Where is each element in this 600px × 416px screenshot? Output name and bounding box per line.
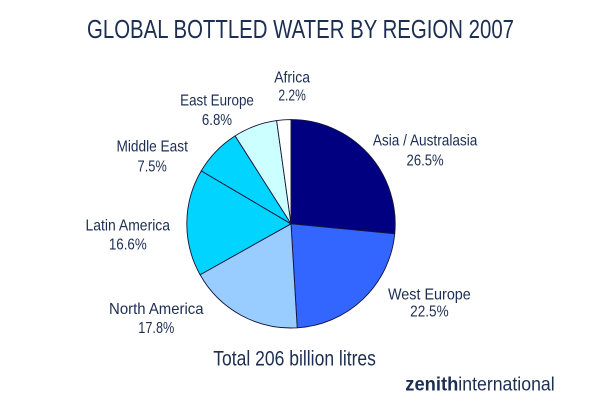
svg-text:North America: North America [109, 301, 204, 318]
svg-text:Middle East: Middle East [116, 138, 188, 155]
svg-text:Africa: Africa [274, 70, 310, 87]
svg-text:22.5%: 22.5% [410, 304, 449, 321]
svg-text:16.6%: 16.6% [109, 237, 147, 254]
svg-text:7.5%: 7.5% [138, 158, 167, 175]
svg-text:international: international [458, 375, 554, 396]
svg-text:17.8%: 17.8% [138, 320, 174, 337]
svg-text:GLOBAL BOTTLED WATER BY REGION: GLOBAL BOTTLED WATER BY REGION 2007 [87, 16, 514, 44]
svg-text:East Europe: East Europe [180, 93, 254, 110]
svg-text:zenith: zenith [405, 375, 458, 396]
svg-text:West Europe: West Europe [388, 287, 471, 304]
svg-text:Latin America: Latin America [86, 218, 171, 235]
svg-text:2.2%: 2.2% [278, 87, 306, 104]
svg-text:Total 206 billion litres: Total 206 billion litres [213, 345, 376, 370]
svg-text:Asia / Australasia: Asia / Australasia [373, 133, 478, 150]
svg-text:26.5%: 26.5% [407, 153, 444, 170]
svg-text:6.8%: 6.8% [202, 112, 232, 129]
